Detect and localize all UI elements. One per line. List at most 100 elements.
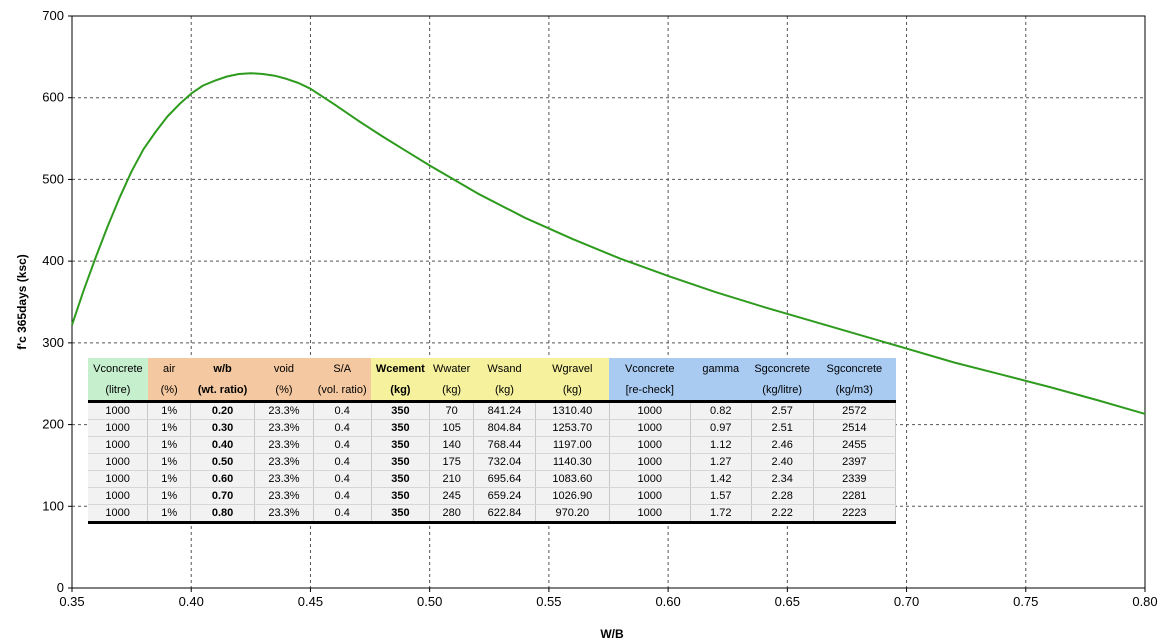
table-row: 1000 1% 0.80 23.3% 0.4 350 280 622.84 970.20 1000… <box>88 504 897 524</box>
table-cell: 0.50 <box>190 453 256 471</box>
table-cell: 23.3% <box>254 401 314 420</box>
table-unit-row: (litre) (%) (wt. ratio) (%) (vol. ratio) (kg)… <box>88 379 896 403</box>
table-cell: 2.22 <box>751 504 814 524</box>
y-tick-label: 0 <box>57 580 64 595</box>
table-cell: 23.3% <box>254 504 314 524</box>
table-cell: 1.12 <box>690 436 752 454</box>
y-tick-label: 600 <box>42 90 64 105</box>
table-cell: 2339 <box>813 470 897 488</box>
table-cell: 1253.70 <box>535 419 610 437</box>
table-cell: 1000 <box>609 453 691 471</box>
table-cell: 2223 <box>813 504 897 524</box>
table-cell: 1.72 <box>690 504 752 524</box>
table-cell: 1.27 <box>690 453 752 471</box>
table-cell: 350 <box>371 487 431 505</box>
table-cell: 140 <box>429 436 475 454</box>
x-tick-label: 0.65 <box>775 594 800 609</box>
table-cell: 1.57 <box>690 487 752 505</box>
column-header: S/A <box>313 358 372 379</box>
table-cell: 350 <box>371 504 431 524</box>
table-cell: 245 <box>429 487 475 505</box>
table-cell: 0.4 <box>313 401 372 420</box>
x-tick-label: 0.70 <box>894 594 919 609</box>
column-header: Wwater <box>429 358 474 379</box>
column-header: Wgravel <box>535 358 610 379</box>
table-cell: 1% <box>147 504 192 524</box>
table-cell: 1000 <box>88 470 149 488</box>
column-unit: (%) <box>254 379 314 403</box>
x-tick-label: 0.35 <box>59 594 84 609</box>
column-header: Sgconcrete <box>751 358 814 379</box>
series-lines <box>71 72 1146 415</box>
column-header: w/b <box>190 358 255 379</box>
table-cell: 768.44 <box>473 436 536 454</box>
table-row: 1000 1% 0.70 23.3% 0.4 350 245 659.24 1026.90 100… <box>88 487 897 505</box>
y-tick-label: 100 <box>42 498 64 513</box>
table-cell: 1% <box>147 453 192 471</box>
table-cell: 1140.30 <box>535 453 610 471</box>
column-header: void <box>254 358 314 379</box>
table-cell: 350 <box>371 436 431 454</box>
table-cell: 0.4 <box>313 419 372 437</box>
y-tick-label: 200 <box>42 417 64 432</box>
table-cell: 0.4 <box>313 470 372 488</box>
table-cell: 841.24 <box>473 401 536 420</box>
plot-frame <box>71 15 1146 589</box>
column-unit: (kg) <box>535 379 610 403</box>
table-cell: 23.3% <box>254 487 314 505</box>
table-cell: 350 <box>371 453 431 471</box>
table-cell: 2397 <box>813 453 897 471</box>
table-cell: 1000 <box>609 436 691 454</box>
table-cell: 1000 <box>88 436 149 454</box>
table-cell: 105 <box>429 419 475 437</box>
table-cell: 0.70 <box>190 487 256 505</box>
table-cell: 2.57 <box>751 401 814 420</box>
series-line <box>71 72 1146 415</box>
column-header: Vconcrete <box>88 358 148 379</box>
table-cell: 350 <box>371 401 431 420</box>
table-cell: 23.3% <box>254 453 314 471</box>
table-cell: 1.42 <box>690 470 752 488</box>
table-cell: 1000 <box>88 401 149 420</box>
table-row: 1000 1% 0.40 23.3% 0.4 350 140 768.44 1197.00 100… <box>88 436 897 454</box>
table-cell: 0.40 <box>190 436 256 454</box>
table-cell: 2281 <box>813 487 897 505</box>
column-unit: (%) <box>147 379 191 403</box>
x-axis-label: W/B <box>600 627 624 641</box>
table-cell: 350 <box>371 419 431 437</box>
column-unit: (kg) <box>473 379 536 403</box>
x-tick-label: 0.80 <box>1132 594 1157 609</box>
table-cell: 2.28 <box>751 487 814 505</box>
table-body: 1000 1% 0.20 23.3% 0.4 350 70 841.24 1310.40 1000… <box>88 401 897 524</box>
table-cell: 350 <box>371 470 431 488</box>
x-tick-label: 0.75 <box>1013 594 1038 609</box>
table-cell: 0.30 <box>190 419 256 437</box>
table-cell: 280 <box>429 504 475 524</box>
table-cell: 23.3% <box>254 470 314 488</box>
table-cell: 1% <box>147 419 192 437</box>
x-tick-label: 0.55 <box>536 594 561 609</box>
table-cell: 2572 <box>813 401 897 420</box>
y-tick-label: 700 <box>42 8 64 23</box>
table-cell: 1% <box>147 401 192 420</box>
column-unit: (kg/m3) <box>813 379 896 403</box>
column-header: Vconcrete <box>609 358 691 379</box>
y-tick-label: 500 <box>42 171 64 186</box>
table-cell: 1026.90 <box>535 487 610 505</box>
column-unit: (kg/litre) <box>751 379 814 403</box>
column-header: Wcement <box>371 358 430 379</box>
x-tick-label: 0.60 <box>655 594 680 609</box>
column-unit: [re-check] <box>609 379 691 403</box>
table-cell: 1% <box>147 470 192 488</box>
table-cell: 0.97 <box>690 419 752 437</box>
table-cell: 70 <box>429 401 475 420</box>
column-unit: (vol. ratio) <box>313 379 372 403</box>
x-tick-label: 0.40 <box>179 594 204 609</box>
table-cell: 1197.00 <box>535 436 610 454</box>
table-cell: 1000 <box>609 487 691 505</box>
column-header: Wsand <box>473 358 536 379</box>
table-cell: 2514 <box>813 419 897 437</box>
column-unit <box>690 379 752 403</box>
table-cell: 1083.60 <box>535 470 610 488</box>
